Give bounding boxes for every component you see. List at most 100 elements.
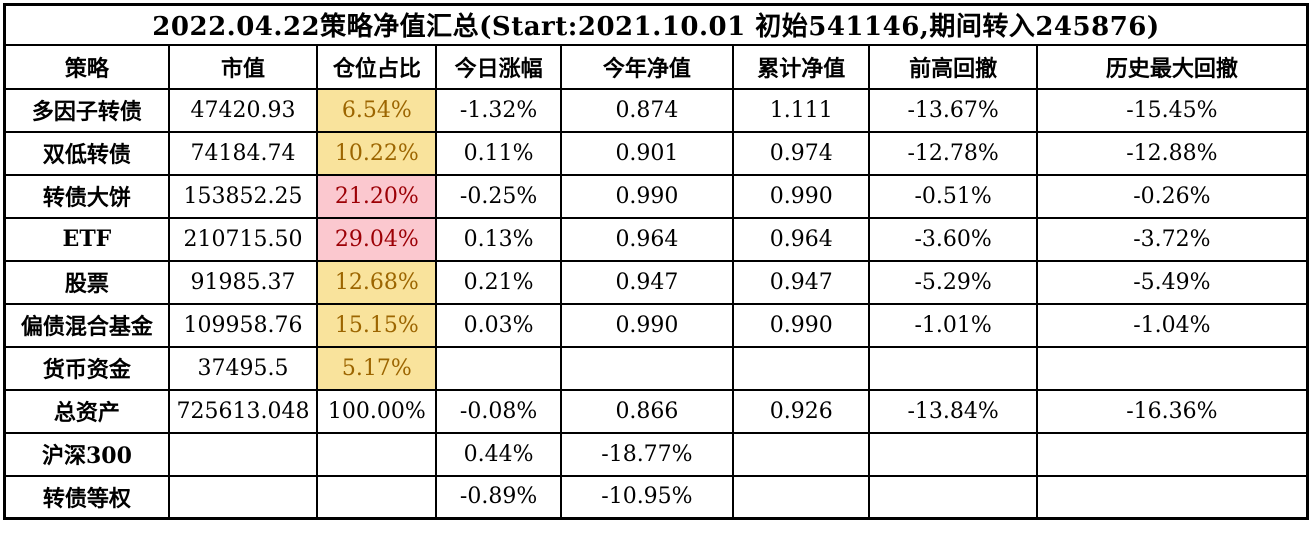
cell-max-drawdown: -16.36%: [1035, 388, 1309, 434]
cell-strategy: 双低转债: [3, 130, 170, 176]
column-header-row: 策略 市值 仓位占比 今日涨幅 今年净值 累计净值 前高回撤 历史最大回撤: [3, 43, 1309, 90]
col-header-max-drawdown: 历史最大回撤: [1035, 43, 1309, 90]
cell-max-drawdown: -12.88%: [1035, 130, 1309, 176]
table-row: 总资产 725613.048 100.00% -0.08% 0.866 0.92…: [3, 388, 1309, 434]
cell-prev-high-drawdown: [868, 431, 1038, 477]
cell-cumulative-nav: 0.990: [732, 173, 871, 219]
cell-position-pct: 10.22%: [316, 130, 438, 176]
cell-strategy: 沪深300: [3, 431, 170, 477]
cell-cumulative-nav: 0.947: [732, 259, 871, 305]
cell-cumulative-nav: [732, 345, 871, 391]
cell-market-value: 109958.76: [167, 302, 319, 348]
cell-ytd-nav: 0.990: [559, 173, 735, 219]
cell-ytd-nav: 0.964: [559, 216, 735, 262]
table-row: 双低转债 74184.74 10.22% 0.11% 0.901 0.974 -…: [3, 130, 1309, 176]
cell-today-change: 0.11%: [435, 130, 562, 176]
cell-prev-high-drawdown: [868, 345, 1038, 391]
cell-ytd-nav: 0.990: [559, 302, 735, 348]
cell-prev-high-drawdown: -13.84%: [868, 388, 1038, 434]
cell-ytd-nav: 0.874: [559, 87, 735, 133]
cell-ytd-nav: 0.866: [559, 388, 735, 434]
cell-prev-high-drawdown: -3.60%: [868, 216, 1038, 262]
cell-ytd-nav: 0.947: [559, 259, 735, 305]
cell-market-value: 210715.50: [167, 216, 319, 262]
cell-position-pct: [316, 474, 438, 520]
table-row: 股票 91985.37 12.68% 0.21% 0.947 0.947 -5.…: [3, 259, 1309, 305]
cell-max-drawdown: -15.45%: [1035, 87, 1309, 133]
col-header-market-value: 市值: [167, 43, 319, 90]
col-header-prev-high-drawdown: 前高回撤: [868, 43, 1038, 90]
cell-position-pct: 6.54%: [316, 87, 438, 133]
cell-strategy: 总资产: [3, 388, 170, 434]
cell-strategy: 股票: [3, 259, 170, 305]
cell-cumulative-nav: 0.964: [732, 216, 871, 262]
cell-position-pct: [316, 431, 438, 477]
cell-market-value: 153852.25: [167, 173, 319, 219]
cell-cumulative-nav: 0.990: [732, 302, 871, 348]
cell-ytd-nav: -10.95%: [559, 474, 735, 520]
cell-today-change: -0.89%: [435, 474, 562, 520]
cell-market-value: 91985.37: [167, 259, 319, 305]
page-title: 2022.04.22策略净值汇总(Start:2021.10.01 初始5411…: [3, 3, 1309, 46]
cell-today-change: -0.08%: [435, 388, 562, 434]
cell-today-change: 0.03%: [435, 302, 562, 348]
cell-strategy: 转债大饼: [3, 173, 170, 219]
cell-position-pct: 15.15%: [316, 302, 438, 348]
col-header-strategy: 策略: [3, 43, 170, 90]
cell-today-change: -0.25%: [435, 173, 562, 219]
cell-ytd-nav: [559, 345, 735, 391]
col-header-ytd-nav: 今年净值: [559, 43, 735, 90]
cell-max-drawdown: [1035, 345, 1309, 391]
col-header-cumulative-nav: 累计净值: [732, 43, 871, 90]
cell-max-drawdown: [1035, 431, 1309, 477]
cell-today-change: 0.13%: [435, 216, 562, 262]
title-row: 2022.04.22策略净值汇总(Start:2021.10.01 初始5411…: [3, 3, 1309, 46]
cell-position-pct: 100.00%: [316, 388, 438, 434]
cell-cumulative-nav: 0.974: [732, 130, 871, 176]
strategy-nav-summary-table: 2022.04.22策略净值汇总(Start:2021.10.01 初始5411…: [3, 3, 1309, 520]
cell-ytd-nav: -18.77%: [559, 431, 735, 477]
cell-market-value: 74184.74: [167, 130, 319, 176]
cell-prev-high-drawdown: -5.29%: [868, 259, 1038, 305]
cell-position-pct: 29.04%: [316, 216, 438, 262]
cell-strategy: 转债等权: [3, 474, 170, 520]
cell-cumulative-nav: [732, 431, 871, 477]
cell-prev-high-drawdown: -1.01%: [868, 302, 1038, 348]
cell-max-drawdown: -5.49%: [1035, 259, 1309, 305]
cell-market-value: 47420.93: [167, 87, 319, 133]
table-row: ETF 210715.50 29.04% 0.13% 0.964 0.964 -…: [3, 216, 1309, 262]
cell-today-change: 0.21%: [435, 259, 562, 305]
cell-today-change: [435, 345, 562, 391]
cell-ytd-nav: 0.901: [559, 130, 735, 176]
cell-position-pct: 12.68%: [316, 259, 438, 305]
table-row: 转债大饼 153852.25 21.20% -0.25% 0.990 0.990…: [3, 173, 1309, 219]
cell-strategy: 货币资金: [3, 345, 170, 391]
table-row: 货币资金 37495.5 5.17%: [3, 345, 1309, 391]
cell-prev-high-drawdown: -13.67%: [868, 87, 1038, 133]
cell-position-pct: 5.17%: [316, 345, 438, 391]
cell-prev-high-drawdown: [868, 474, 1038, 520]
col-header-today-change: 今日涨幅: [435, 43, 562, 90]
cell-prev-high-drawdown: -12.78%: [868, 130, 1038, 176]
cell-max-drawdown: -0.26%: [1035, 173, 1309, 219]
col-header-position-pct: 仓位占比: [316, 43, 438, 90]
table-row: 沪深300 0.44% -18.77%: [3, 431, 1309, 477]
cell-max-drawdown: -3.72%: [1035, 216, 1309, 262]
table-row: 偏债混合基金 109958.76 15.15% 0.03% 0.990 0.99…: [3, 302, 1309, 348]
cell-strategy: 多因子转债: [3, 87, 170, 133]
cell-strategy: 偏债混合基金: [3, 302, 170, 348]
cell-market-value: [167, 474, 319, 520]
cell-cumulative-nav: 0.926: [732, 388, 871, 434]
cell-max-drawdown: [1035, 474, 1309, 520]
cell-cumulative-nav: [732, 474, 871, 520]
cell-market-value: 725613.048: [167, 388, 319, 434]
cell-prev-high-drawdown: -0.51%: [868, 173, 1038, 219]
table-row: 转债等权 -0.89% -10.95%: [3, 474, 1309, 520]
cell-today-change: -1.32%: [435, 87, 562, 133]
cell-strategy: ETF: [3, 216, 170, 262]
cell-today-change: 0.44%: [435, 431, 562, 477]
cell-position-pct: 21.20%: [316, 173, 438, 219]
cell-max-drawdown: -1.04%: [1035, 302, 1309, 348]
cell-market-value: [167, 431, 319, 477]
cell-cumulative-nav: 1.111: [732, 87, 871, 133]
